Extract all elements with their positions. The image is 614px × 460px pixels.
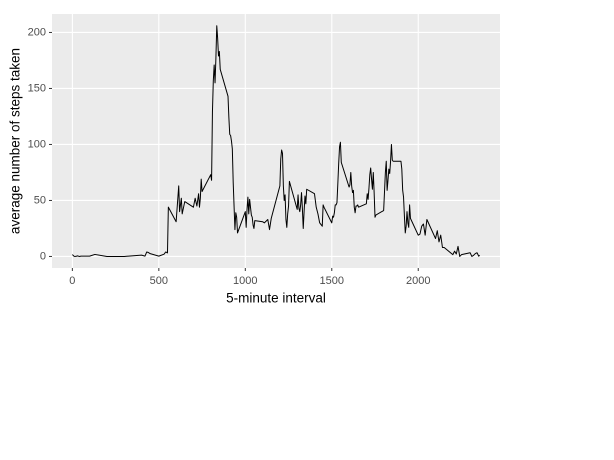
- y-tick-label: 50: [34, 194, 46, 206]
- x-tick-label: 500: [150, 275, 168, 287]
- x-axis-title: 5-minute interval: [226, 291, 326, 306]
- plot-panel: [52, 14, 500, 268]
- x-tick-label: 2000: [406, 275, 430, 287]
- y-tick-label: 150: [28, 82, 46, 94]
- x-tick-label: 1000: [233, 275, 257, 287]
- y-tick-label: 100: [28, 138, 46, 150]
- x-tick-label: 0: [69, 275, 75, 287]
- y-tick-label: 0: [40, 250, 46, 262]
- y-tick-label: 200: [28, 26, 46, 38]
- y-axis-title: average number of steps taken: [8, 48, 23, 234]
- x-tick-label: 1500: [320, 275, 344, 287]
- data-line: [72, 25, 481, 257]
